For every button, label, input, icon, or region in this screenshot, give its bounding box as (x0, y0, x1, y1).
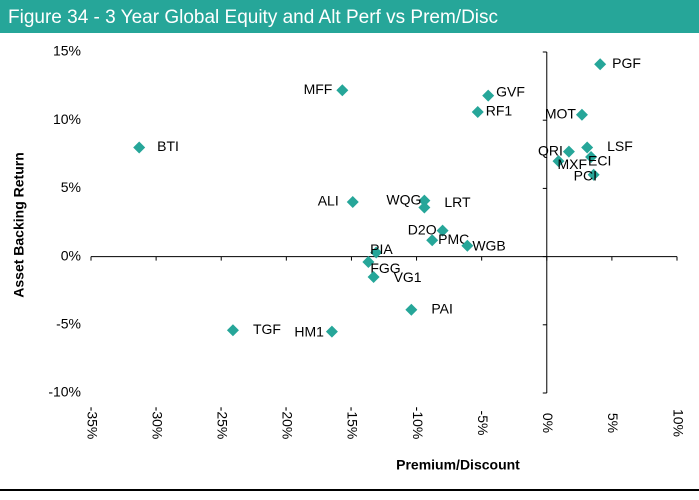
x-tick-label: -30% (149, 407, 165, 440)
point-label: MOT (545, 105, 577, 121)
point (426, 234, 439, 247)
point (362, 256, 375, 269)
x-tick-label: 0% (540, 413, 556, 433)
y-tick-label: -10% (48, 384, 81, 400)
point (133, 141, 146, 154)
point (346, 196, 359, 209)
point-label: ALI (318, 193, 339, 209)
point (585, 151, 598, 164)
point (461, 239, 474, 252)
point-label: LRT (444, 194, 471, 210)
point-label: TGF (253, 321, 281, 337)
title-bar (0, 0, 699, 33)
point-label: BTI (157, 138, 179, 154)
y-axis-label: Asset Backing Return (11, 152, 27, 297)
x-tick-label: 5% (605, 413, 621, 433)
y-tick-label: 15% (53, 43, 81, 59)
point-label: PGF (612, 55, 641, 71)
y-tick-label: 10% (53, 111, 81, 127)
point (587, 168, 600, 181)
point-label: PIA (370, 241, 393, 257)
point (325, 325, 338, 338)
x-tick-label: -20% (280, 407, 296, 440)
point-label: PAI (431, 300, 453, 316)
x-tick-label: -25% (215, 407, 231, 440)
point (581, 141, 594, 154)
x-tick-label: 10% (670, 409, 686, 437)
point (405, 303, 418, 316)
x-tick-label: -35% (84, 407, 100, 440)
point-label: MFF (304, 81, 333, 97)
point (482, 89, 495, 102)
point-label: FGG (370, 260, 400, 276)
point (226, 324, 239, 337)
point-label: ECI (588, 153, 611, 169)
x-tick-label: -5% (475, 411, 491, 436)
point (418, 201, 431, 214)
x-tick-label: -15% (345, 407, 361, 440)
point (367, 271, 380, 284)
point-label: WGB (472, 237, 505, 253)
x-axis-label: Premium/Discount (396, 457, 520, 473)
point-label: PMC (438, 231, 469, 247)
point (594, 58, 607, 71)
y-tick-label: 5% (61, 179, 81, 195)
point (418, 194, 431, 207)
point-label: VG1 (394, 269, 422, 285)
point (436, 224, 449, 237)
point (562, 145, 575, 158)
point (336, 84, 349, 97)
point (575, 108, 588, 121)
chart-title: Figure 34 - 3 Year Global Equity and Alt… (8, 7, 498, 28)
point-label: QRI (538, 142, 563, 158)
y-tick-label: 0% (61, 247, 81, 263)
point-label: D2O (408, 221, 437, 237)
point-label: LSF (607, 138, 633, 154)
point-label: GVF (496, 83, 525, 99)
point-label: RF1 (486, 103, 513, 119)
point-label: WQG (386, 191, 421, 207)
point (471, 106, 484, 119)
x-tick-label: -10% (410, 407, 426, 440)
point-label: MXF (557, 156, 587, 172)
point (370, 246, 383, 259)
point (552, 155, 565, 168)
y-tick-label: -5% (56, 316, 81, 332)
point-label: HM1 (294, 323, 324, 339)
point-label: PCI (574, 167, 597, 183)
